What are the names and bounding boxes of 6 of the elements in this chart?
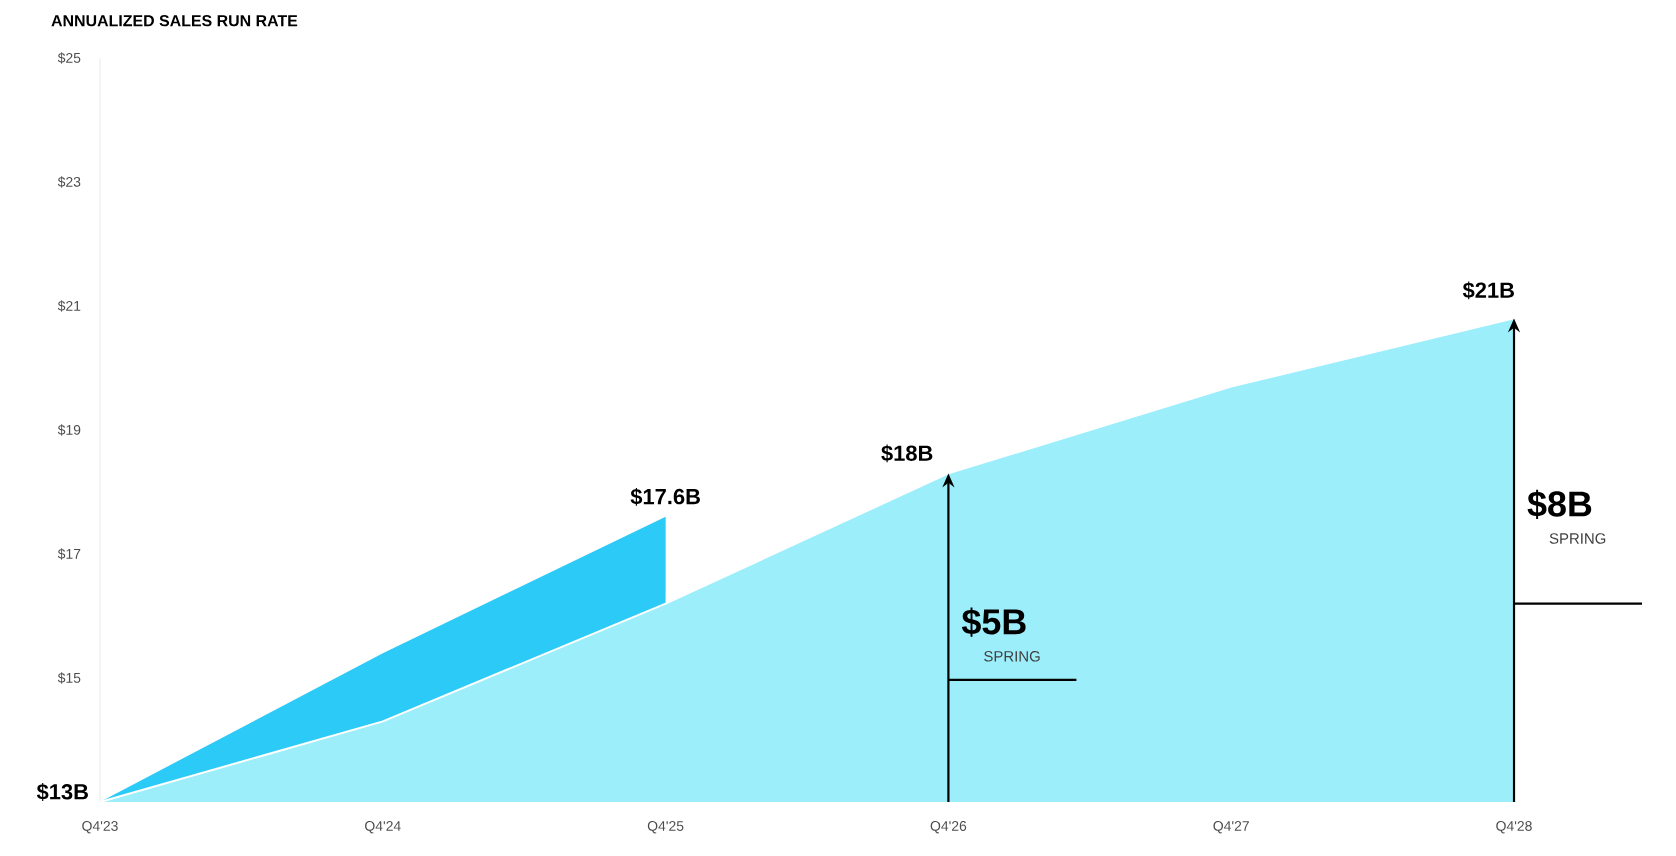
- annotation: $5B: [961, 607, 1026, 637]
- annotation: $21B: [1462, 281, 1514, 300]
- annotation: $18B: [881, 444, 933, 463]
- annotation: $8B: [1527, 489, 1592, 520]
- annotation: $17.6B: [630, 487, 700, 506]
- annotation: $13B: [36, 783, 88, 801]
